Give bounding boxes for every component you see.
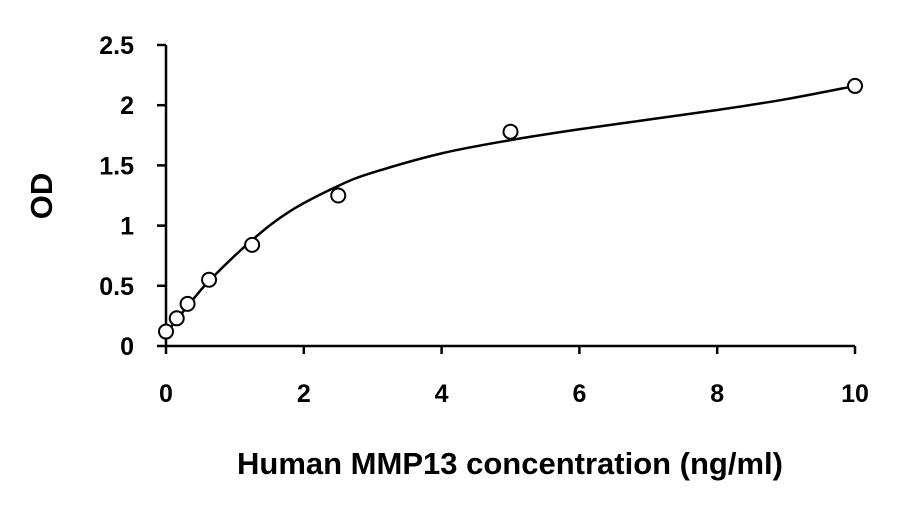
data-point (179, 295, 196, 312)
data-point (244, 236, 261, 253)
x-axis-title: Human MMP13 concentration (ng/ml) (237, 446, 783, 481)
y-tick-label: 2 (120, 92, 134, 120)
x-axis: 0 2 4 6 8 10 (159, 344, 869, 408)
x-tick-label: 10 (841, 380, 869, 408)
y-axis-title: OD (24, 173, 59, 220)
data-point (847, 77, 863, 94)
y-tick-label: 2.5 (99, 32, 134, 60)
x-ticks: 0 2 4 6 8 10 (159, 346, 869, 408)
fit-curve (164, 84, 856, 335)
y-ticks: 0 0.5 1 1.5 2 2.5 (99, 32, 166, 361)
x-tick-label: 6 (572, 380, 586, 408)
data-point (168, 310, 185, 327)
x-tick-label: 8 (710, 380, 724, 408)
y-tick-label: 0.5 (99, 273, 134, 301)
data-point (201, 271, 218, 288)
y-axis: 0 0.5 1 1.5 2 2.5 (99, 32, 168, 361)
data-point (330, 187, 347, 204)
data-points (158, 77, 863, 340)
x-tick-label: 2 (297, 380, 311, 408)
y-tick-label: 0 (120, 333, 134, 361)
data-point (502, 123, 519, 140)
y-tick-label: 1 (120, 213, 134, 241)
data-point (158, 323, 174, 340)
x-tick-label: 4 (435, 380, 449, 408)
x-tick-label: 0 (159, 380, 173, 408)
y-tick-label: 1.5 (99, 152, 134, 180)
